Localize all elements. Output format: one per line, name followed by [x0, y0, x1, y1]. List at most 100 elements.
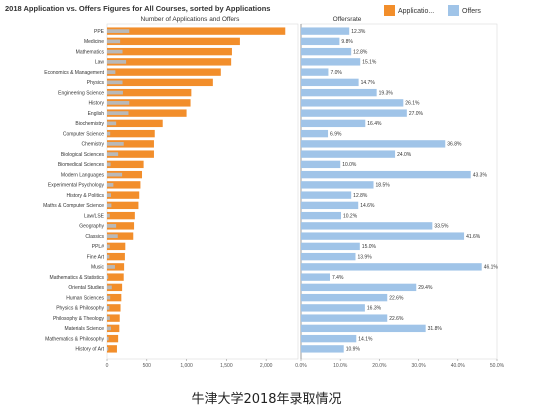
offersrate-label-law-lse: 10.2%: [343, 213, 358, 219]
offersrate-label-history-of-art: 10.9%: [346, 347, 361, 353]
category-label-experimental-psychology: Experimental Psychology: [48, 183, 105, 189]
offersrate-label-computer-science: 6.9%: [330, 131, 342, 137]
bar-offersrate-mathematics-statistics: [301, 273, 331, 281]
bar-offersrate-law: [301, 58, 361, 66]
plot-area: 0 500 1,000 1,500 2,000 0.0% 10.0% 20.0% 30.0% 40…: [43, 23, 505, 369]
offersrate-label-ppl: 15.0%: [362, 244, 377, 250]
x-tick-label-counts: 1,500: [220, 363, 233, 369]
bar-offers-history-of-art: [107, 347, 109, 351]
bar-applications-computer-science: [107, 129, 155, 138]
bar-offers-law-lse: [107, 213, 110, 218]
offersrate-label-medicine: 9.8%: [341, 39, 353, 45]
offersrate-label-mathematics: 12.8%: [353, 49, 368, 55]
category-label-mathematics-statistics: Mathematics & Statistics: [50, 275, 105, 281]
bar-applications-experimental-psychology: [107, 181, 141, 189]
x-tick-label-counts: 2,000: [260, 363, 273, 369]
category-label-economics-management: Economics & Management: [44, 70, 104, 76]
bar-applications-mathematics-statistics: [107, 273, 124, 281]
bar-offersrate-physics: [301, 78, 359, 87]
bar-applications-oriental-studies: [107, 283, 123, 292]
bar-offersrate-history: [301, 99, 404, 107]
category-label-modern-languages: Modern Languages: [61, 172, 105, 178]
x-tick-label-rate: 0.0%: [295, 363, 307, 369]
category-label-biomedical-sciences: Biomedical Sciences: [58, 162, 105, 168]
bar-applications-law-lse: [107, 211, 135, 220]
category-label-materials-science: Materials Science: [65, 326, 105, 332]
bar-applications-law: [107, 58, 232, 66]
bar-offers-ppe: [107, 29, 130, 33]
offersrate-label-ppe: 12.3%: [351, 29, 366, 35]
category-label-history-politics: History & Politics: [66, 193, 104, 199]
bar-offers-biological-sciences: [107, 152, 119, 156]
category-label-human-sciences: Human Sciences: [66, 295, 104, 301]
offersrate-label-physics: 14.7%: [361, 80, 376, 86]
bar-offersrate-english: [301, 109, 407, 117]
category-label-law: Law: [95, 60, 105, 66]
bar-offersrate-oriental-studies: [301, 283, 417, 292]
offersrate-label-mathematics-statistics: 7.4%: [332, 275, 344, 281]
bar-applications-ppe: [107, 27, 286, 35]
offersrate-label-music: 46.1%: [484, 265, 499, 271]
bar-offersrate-law-lse: [301, 211, 341, 220]
bar-applications-physics: [107, 78, 213, 87]
bar-applications-philosophy-theology: [107, 314, 120, 322]
category-label-history: History: [88, 101, 104, 107]
bar-offersrate-biological-sciences: [301, 150, 396, 158]
bar-offers-mathematics-statistics: [107, 275, 109, 279]
bar-offers-oriental-studies: [107, 285, 112, 290]
offersrate-label-modern-languages: 43.3%: [473, 172, 488, 178]
bar-offers-economics-management: [107, 70, 116, 74]
category-label-fine-art: Fine Art: [87, 254, 105, 260]
offersrate-label-physics-philosophy: 16.3%: [367, 306, 382, 312]
x-tick-label-rate: 20.0%: [372, 363, 387, 369]
bar-offers-history: [107, 101, 130, 105]
category-label-biochemistry: Biochemistry: [75, 121, 104, 127]
bar-applications-medicine: [107, 37, 240, 46]
bar-applications-economics-management: [107, 68, 221, 76]
chart-title: 2018 Application vs. Offers Figures for …: [5, 4, 270, 13]
x-tick-label-counts: 0: [106, 363, 109, 369]
bar-applications-modern-languages: [107, 170, 143, 179]
bar-applications-fine-art: [107, 252, 125, 261]
bar-applications-chemistry: [107, 140, 154, 148]
bar-offersrate-chemistry: [301, 140, 446, 148]
bar-offers-physics-philosophy: [107, 306, 110, 310]
bar-offers-computer-science: [107, 131, 111, 136]
bar-offers-modern-languages: [107, 172, 123, 177]
category-label-oriental-studies: Oriental Studies: [68, 285, 104, 291]
offersrate-label-law: 15.1%: [362, 60, 377, 66]
bar-offers-medicine: [107, 39, 121, 44]
category-label-physics: Physics: [87, 80, 105, 86]
offersrate-label-maths-computer-science: 14.6%: [360, 203, 375, 209]
offersrate-label-biological-sciences: 24.0%: [397, 152, 412, 158]
legend-swatch-offers: [448, 5, 459, 16]
bar-offers-biochemistry: [107, 121, 117, 126]
x-tick-label-rate: 40.0%: [451, 363, 466, 369]
bar-offersrate-human-sciences: [301, 293, 388, 302]
bar-offers-mathematics-philosophy: [107, 336, 109, 341]
panel-title-rate: Offersrate: [333, 16, 362, 23]
bar-offersrate-engineering-science: [301, 88, 377, 97]
bar-offers-human-sciences: [107, 295, 111, 300]
offersrate-label-fine-art: 13.9%: [357, 254, 372, 260]
offersrate-label-experimental-psychology: 18.5%: [376, 183, 391, 189]
category-label-biological-sciences: Biological Sciences: [61, 152, 105, 158]
offersrate-label-biomedical-sciences: 10.0%: [342, 162, 357, 168]
legend-label-applications: Applicatio...: [398, 8, 434, 15]
bar-offersrate-medicine: [301, 37, 340, 46]
offersrate-label-history-politics: 12.8%: [353, 193, 368, 199]
bar-applications-history-of-art: [107, 345, 117, 353]
bar-applications-mathematics-philosophy: [107, 334, 119, 343]
bar-applications-human-sciences: [107, 293, 122, 302]
bar-offersrate-mathematics-philosophy: [301, 334, 357, 343]
bar-offersrate-history-politics: [301, 191, 352, 199]
bar-offers-philosophy-theology: [107, 316, 110, 320]
category-label-chemistry: Chemistry: [81, 142, 104, 148]
bar-offersrate-fine-art: [301, 252, 356, 261]
offersrate-label-english: 27.0%: [409, 111, 424, 117]
bar-offers-fine-art: [107, 254, 110, 259]
bar-offers-ppl: [107, 244, 110, 249]
bar-applications-music: [107, 263, 125, 271]
category-label-law-lse: Law/LSE: [84, 213, 105, 219]
